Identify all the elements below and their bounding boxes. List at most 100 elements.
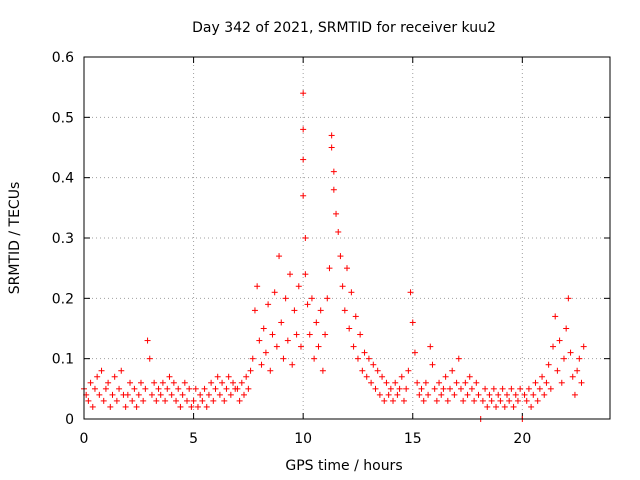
data-point xyxy=(569,373,576,380)
data-point xyxy=(392,379,399,386)
data-point xyxy=(129,397,136,404)
data-point xyxy=(302,235,309,241)
data-point xyxy=(574,367,581,374)
data-point xyxy=(433,397,440,404)
data-point xyxy=(357,331,364,338)
data-point xyxy=(230,379,237,386)
data-point xyxy=(216,391,223,398)
data-point xyxy=(155,385,162,392)
x-tick-label: 10 xyxy=(294,431,312,447)
data-point xyxy=(221,397,228,404)
data-point xyxy=(425,391,432,398)
data-point xyxy=(85,397,92,404)
data-point xyxy=(354,355,361,362)
data-point xyxy=(181,379,188,386)
data-point xyxy=(140,397,147,404)
data-point xyxy=(177,403,184,410)
data-point xyxy=(116,385,123,392)
data-point xyxy=(543,379,550,386)
data-point xyxy=(482,385,489,392)
data-point xyxy=(236,397,243,404)
data-point xyxy=(142,385,149,392)
data-point xyxy=(578,379,585,386)
data-point xyxy=(159,379,166,386)
data-point xyxy=(558,379,565,386)
data-point xyxy=(225,373,232,380)
data-point xyxy=(554,367,561,374)
data-point xyxy=(212,385,219,392)
data-point xyxy=(552,313,559,320)
data-point xyxy=(247,367,254,374)
data-point xyxy=(460,397,467,404)
data-point xyxy=(368,379,375,386)
data-point xyxy=(464,391,471,398)
data-point xyxy=(400,397,407,404)
data-point xyxy=(471,397,478,404)
data-point xyxy=(361,349,368,356)
data-point xyxy=(541,391,548,398)
data-point xyxy=(265,301,272,308)
data-point xyxy=(495,391,502,398)
data-point xyxy=(359,367,366,374)
data-point xyxy=(157,391,164,398)
data-point xyxy=(131,385,138,392)
data-point xyxy=(315,343,322,350)
data-point xyxy=(560,355,567,362)
data-point xyxy=(365,355,372,362)
data-point xyxy=(396,385,403,392)
y-tick-label: 0.5 xyxy=(52,110,74,126)
data-point xyxy=(319,367,326,374)
data-point xyxy=(545,361,552,368)
y-axis-label: SRMTID / TECUs xyxy=(7,182,23,295)
data-point xyxy=(447,385,454,392)
data-point xyxy=(127,379,134,386)
data-point xyxy=(276,253,283,260)
data-point xyxy=(405,367,412,374)
data-point xyxy=(539,373,546,380)
data-point xyxy=(466,373,473,380)
data-point xyxy=(214,373,221,380)
data-point xyxy=(304,301,311,308)
data-point xyxy=(111,373,118,380)
data-point xyxy=(96,391,103,398)
data-point xyxy=(403,385,410,392)
data-point xyxy=(376,391,383,398)
data-point xyxy=(267,367,274,374)
data-point xyxy=(449,367,456,374)
data-point xyxy=(457,385,464,392)
data-point xyxy=(462,379,469,386)
data-point xyxy=(306,331,313,338)
data-point xyxy=(330,186,337,193)
data-point xyxy=(258,361,265,368)
data-point xyxy=(166,373,173,380)
data-point xyxy=(493,403,500,410)
data-point xyxy=(317,307,324,314)
plot-border xyxy=(83,56,611,420)
data-point xyxy=(194,403,201,410)
data-point xyxy=(510,403,517,410)
data-point xyxy=(550,343,557,350)
data-point xyxy=(567,349,574,356)
data-point xyxy=(107,403,114,410)
y-tick-label: 0 xyxy=(65,412,74,428)
data-point xyxy=(256,337,263,344)
data-point xyxy=(475,391,482,398)
data-point xyxy=(162,397,169,404)
data-point xyxy=(490,385,497,392)
data-point xyxy=(311,355,318,362)
data-point xyxy=(473,379,480,386)
data-point xyxy=(335,228,342,235)
data-point xyxy=(571,391,578,398)
data-point xyxy=(427,343,434,350)
data-point xyxy=(563,325,570,332)
y-tick-label: 0.4 xyxy=(52,171,74,187)
data-point xyxy=(479,397,486,404)
data-point xyxy=(497,397,504,404)
data-point xyxy=(383,379,390,386)
data-point xyxy=(144,337,151,344)
data-point xyxy=(418,385,425,392)
data-point xyxy=(411,349,418,356)
data-point xyxy=(506,397,513,404)
data-point xyxy=(201,385,208,392)
data-point xyxy=(113,397,120,404)
